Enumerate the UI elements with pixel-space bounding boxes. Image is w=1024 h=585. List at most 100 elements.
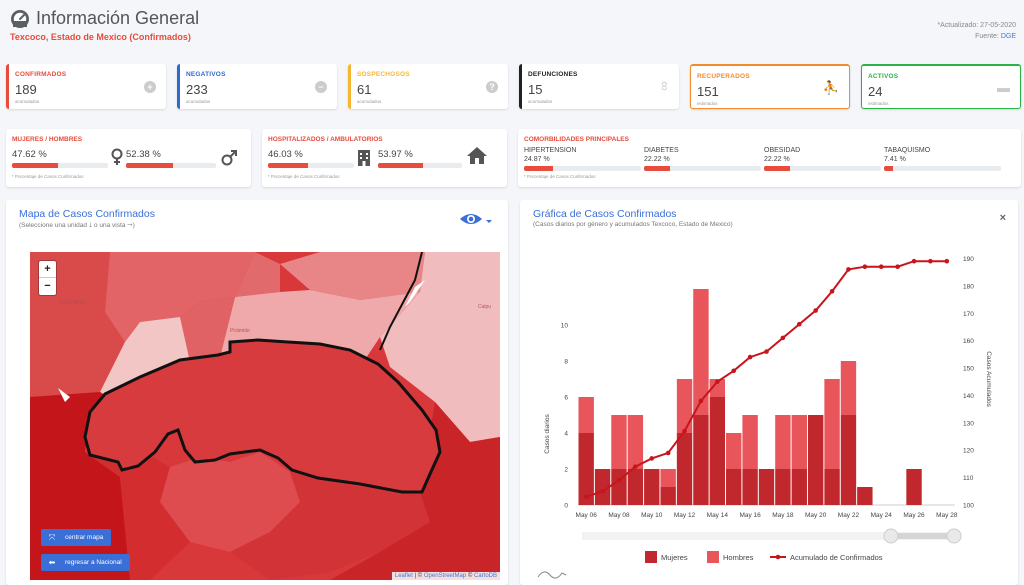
map-region[interactable]: [85, 442, 190, 580]
comorbidities-note: * Porcentaje de Casos Confirmados: [524, 174, 596, 179]
cumulative-point: [780, 335, 786, 341]
stat-card-defunciones[interactable]: DEFUNCIONES 15 acumulados ∞: [519, 64, 679, 109]
map-attribution: Leaflet | © OpenStreetMap © CartoDB: [391, 572, 500, 580]
gender-label: MUJERES / HOMBRES: [12, 136, 83, 143]
carto-link[interactable]: CartoDB: [473, 573, 497, 579]
legend-cumulative-dot: [775, 554, 781, 560]
female-value: 47.62 %: [12, 149, 47, 160]
range-slider-handle[interactable]: [883, 528, 899, 544]
y2-tick-label: 100: [963, 503, 974, 510]
y2-tick-label: 150: [963, 366, 974, 373]
map-region[interactable]: [380, 252, 500, 442]
bar-mujeres: [758, 469, 775, 505]
close-icon[interactable]: ×: [999, 212, 1006, 224]
x-tick-label: May 10: [641, 512, 663, 519]
cumulative-point: [682, 428, 687, 434]
gauge-icon: [11, 9, 29, 28]
y2-tick-label: 160: [963, 338, 974, 345]
chart-title: Gráfica de Casos Confirmados: [533, 208, 677, 220]
hospital-label: HOSPITALIZADOS / AMBULATORIOS: [268, 136, 383, 143]
bar-mujeres: [857, 487, 873, 505]
source-link[interactable]: DGE: [1000, 33, 1016, 40]
back-national-button[interactable]: ⬅ regresar a Nacional: [41, 554, 130, 571]
stat-value: 151: [697, 84, 719, 99]
stat-value: 24: [868, 84, 883, 99]
range-slider-handle[interactable]: [946, 528, 962, 544]
stat-value: 15: [528, 82, 543, 97]
male-bar: [126, 163, 216, 168]
stat-card-negativos[interactable]: NEGATIVOS 233 acumulados −: [177, 64, 337, 109]
x-tick-label: May 16: [739, 512, 761, 519]
map-region[interactable]: [280, 252, 425, 300]
y2-tick-label: 120: [963, 448, 974, 455]
stat-card-recuperados[interactable]: RECUPERADOS 151 estimados ⛹: [690, 64, 850, 109]
comorbidity-value: 24.87 %: [524, 156, 550, 163]
comorbidity-item: TABAQUISMO 7.41 %: [884, 147, 1001, 171]
hosp-bar: [268, 163, 354, 168]
male-icon: [221, 150, 237, 166]
crosshair-icon: ⤧: [48, 532, 56, 542]
map-region[interactable]: [230, 472, 430, 580]
cumulative-point: [813, 308, 818, 313]
comorbidity-value: 22.22 %: [764, 156, 790, 163]
stat-label: DEFUNCIONES: [528, 71, 578, 78]
stat-label: NEGATIVOS: [186, 71, 226, 78]
stat-value: 189: [15, 82, 37, 97]
stat-sub: estimados: [697, 101, 718, 106]
bar-mujeres: [676, 433, 693, 505]
map-region[interactable]: [220, 290, 420, 367]
stat-card-confirmados[interactable]: CONFIRMADOS 189 acumulados +: [6, 64, 166, 109]
stat-value: 61: [357, 82, 372, 97]
hospital-card: HOSPITALIZADOS / AMBULATORIOS 46.03 % 53…: [262, 129, 507, 187]
hosp-value: 46.03 %: [268, 149, 303, 160]
legend-mujeres: Mujeres: [661, 553, 688, 562]
x-tick-label: May 24: [871, 512, 893, 519]
bed-icon: ▬: [997, 80, 1010, 95]
selected-municipality-outline[interactable]: [83, 338, 442, 494]
bar-hombres: [742, 415, 758, 469]
view-selector-icon[interactable]: [459, 211, 495, 227]
stat-card-activos[interactable]: ACTIVOS 24 estimados ▬: [861, 64, 1021, 109]
map-subtitle: (Seleccione una unidad 🡓 o una vista 🡒): [19, 222, 135, 229]
cumulative-point: [928, 258, 933, 264]
center-map-label: centrar mapa: [65, 534, 104, 541]
x-tick-label: May 08: [608, 512, 630, 519]
zoom-out-button[interactable]: −: [44, 280, 51, 292]
cumulative-point: [829, 289, 835, 294]
cumulative-point: [764, 349, 769, 354]
y2-tick-label: 180: [963, 283, 974, 290]
choropleth-map[interactable]: ECATEPEC Calpu Pirámide: [30, 252, 500, 580]
leaflet-link[interactable]: Leaflet: [394, 573, 413, 579]
y-tick-label: 4: [564, 431, 568, 438]
walking-icon: ⛹: [822, 80, 839, 95]
zoom-control: + −: [39, 261, 56, 295]
bar-mujeres: [726, 469, 742, 505]
comorbidity-name: OBESIDAD: [764, 147, 801, 154]
stat-card-sospechosos[interactable]: SOSPECHOSOS 61 acumulados?: [348, 64, 508, 109]
map-view[interactable]: ECATEPEC Calpu Pirámide + − ⤧ centrar ma…: [30, 252, 500, 580]
bar-mujeres: [824, 469, 840, 505]
zoom-in-button[interactable]: +: [39, 261, 56, 278]
map-region[interactable]: [180, 297, 235, 362]
bar-mujeres: [660, 487, 676, 505]
amb-stat: 53.97 %: [378, 149, 462, 168]
map-region[interactable]: [160, 452, 300, 552]
map-region[interactable]: [330, 402, 500, 580]
legend-cumulative: Acumulado de Confirmados: [790, 553, 883, 562]
map-region[interactable]: [105, 252, 255, 342]
y-tick-label: 0: [564, 503, 568, 510]
bar-mujeres: [840, 415, 857, 505]
cases-chart: 0 2 4 6 8 10 100 110 120 130 140 150 160 170 180 190 May…: [537, 256, 992, 579]
bar-mujeres: [594, 469, 611, 505]
legend-mujeres-swatch: [645, 551, 657, 563]
cumulative-point: [878, 264, 884, 269]
sparkline-icon: [537, 571, 567, 579]
bar-mujeres: [791, 469, 807, 505]
x-tick-label: May 26: [903, 512, 925, 519]
osm-link[interactable]: OpenStreetMap: [423, 573, 467, 579]
bar-hombres: [726, 433, 742, 469]
plus-circle-icon: +: [144, 81, 156, 93]
x-tick-label: May 14: [707, 512, 729, 519]
map-region[interactable]: [235, 252, 280, 297]
center-map-button[interactable]: ⤧ centrar mapa: [41, 529, 112, 546]
